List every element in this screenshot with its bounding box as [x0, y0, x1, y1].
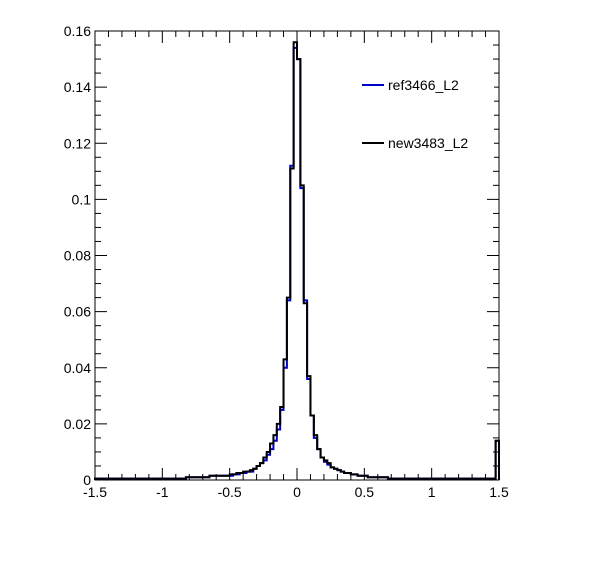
legend-box: [358, 64, 494, 168]
x-tick-label: 0: [293, 484, 301, 500]
x-tick-label: -1.5: [83, 484, 107, 500]
x-tick-label: 0.5: [355, 484, 375, 500]
y-tick-label: 0.14: [64, 79, 91, 95]
x-tick-label: 1: [428, 484, 436, 500]
legend: ref3466_L2 new3483_L2: [358, 64, 494, 168]
series-new3483_L2: [94, 41, 500, 480]
y-tick-label: 0.06: [64, 304, 91, 320]
legend-ref3466-label: ref3466_L2: [388, 77, 459, 93]
x-tick-label: -0.5: [218, 484, 242, 500]
legend-new3483-label: new3483_L2: [388, 135, 468, 151]
y-tick-labels: 0 0.02 0.04 0.06 0.08 0.1 0.12 0.14 0.16: [64, 23, 91, 488]
y-tick-label: 0: [83, 472, 91, 488]
y-tick-label: 0.16: [64, 23, 91, 39]
x-tick-labels: -1.5 -1 -0.5 0 0.5 1 1.5: [83, 484, 509, 500]
y-tick-label: 0.08: [64, 248, 91, 264]
y-tick-label: 0.12: [64, 135, 91, 151]
y-tick-label: 0.1: [72, 191, 92, 207]
y-tick-label: 0.02: [64, 416, 91, 432]
series-layer: [94, 41, 500, 480]
x-tick-label: -1: [156, 484, 169, 500]
x-tick-label: 1.5: [489, 484, 509, 500]
y-tick-label: 0.04: [64, 360, 91, 376]
